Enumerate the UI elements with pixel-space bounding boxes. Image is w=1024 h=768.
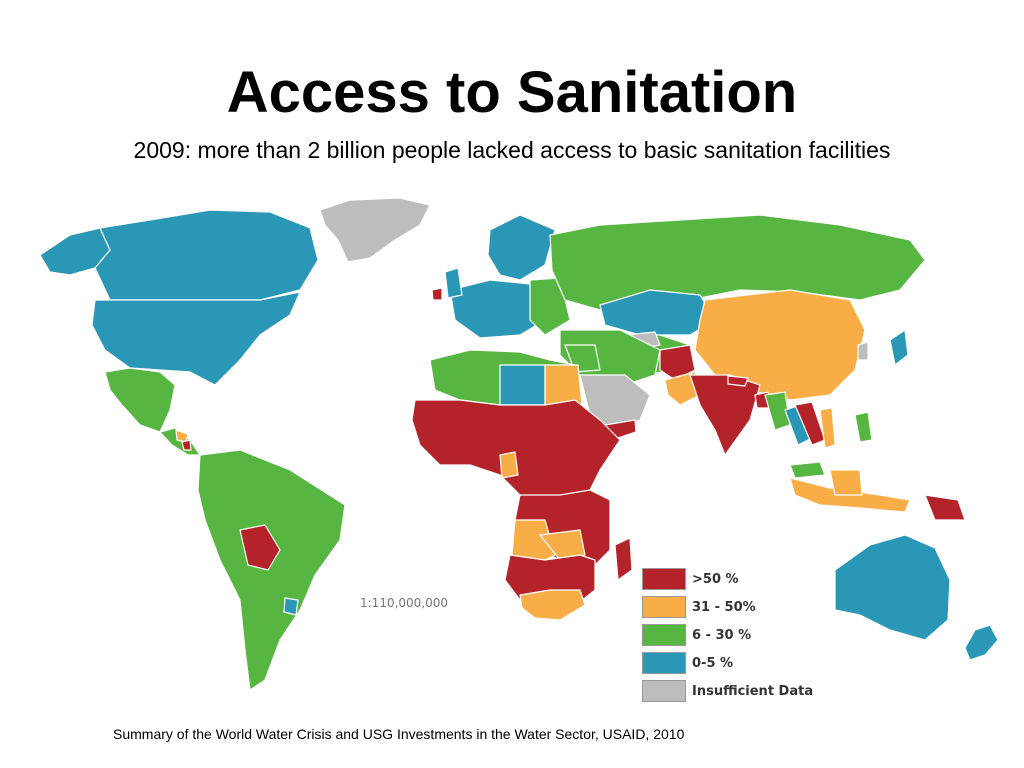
region-png [924,494,966,521]
region-india [689,374,761,456]
region-australia [834,534,951,641]
legend-label: 0-5 % [692,655,734,671]
legend-label: 6 - 30 % [692,627,752,643]
legend-item: 31 - 50% [642,593,842,621]
region-ireland [431,287,443,301]
region-nepal [727,375,749,387]
region-russia [549,214,926,311]
region-madagascar [614,537,633,581]
map-scale-label: 1:110,000,000 [360,596,449,610]
region-scandinavia [487,214,556,281]
legend-swatch [642,680,686,702]
region-egypt [544,364,583,406]
region-korea [857,341,869,361]
slide-subtitle: 2009: more than 2 billion people lacked … [133,137,891,163]
region-borneo [829,469,863,496]
source-citation: Summary of the World Water Crisis and US… [113,726,685,742]
region-libya [499,364,546,406]
region-mexico [104,367,176,433]
legend-swatch [642,568,686,590]
world-map [39,197,999,691]
region-new-zealand [964,624,999,661]
legend-label: 31 - 50% [692,599,756,615]
region-vietnam [819,407,836,449]
legend-item: 0-5 % [642,649,842,677]
region-japan [889,329,909,366]
legend-item: Insufficient Data [642,677,842,705]
legend-item: >50 % [642,565,842,593]
region-south-america [197,449,346,691]
region-mongolia-china [694,289,866,401]
region-west-africa [411,399,621,501]
region-philippines [854,411,873,443]
slide-title: Access to Sanitation [226,60,798,125]
region-guatemala [175,429,189,443]
region-uruguay [283,597,299,616]
map-legend: >50 % 31 - 50% 6 - 30 % 0-5 % Insufficie… [642,565,842,705]
region-south-africa [519,589,586,621]
region-uk [444,267,463,299]
legend-swatch [642,624,686,646]
legend-label: >50 % [692,571,739,587]
legend-swatch [642,652,686,674]
region-zambia [539,529,586,561]
legend-label: Insufficient Data [692,683,814,699]
region-haiti [181,439,192,451]
legend-item: 6 - 30 % [642,621,842,649]
region-malaysia [789,461,826,479]
region-canada [94,209,319,301]
region-western-europe [449,279,546,339]
region-greenland [319,197,431,263]
region-bolivia [239,524,281,571]
region-ghana [499,451,519,479]
region-usa [91,291,301,386]
legend-swatch [642,596,686,618]
